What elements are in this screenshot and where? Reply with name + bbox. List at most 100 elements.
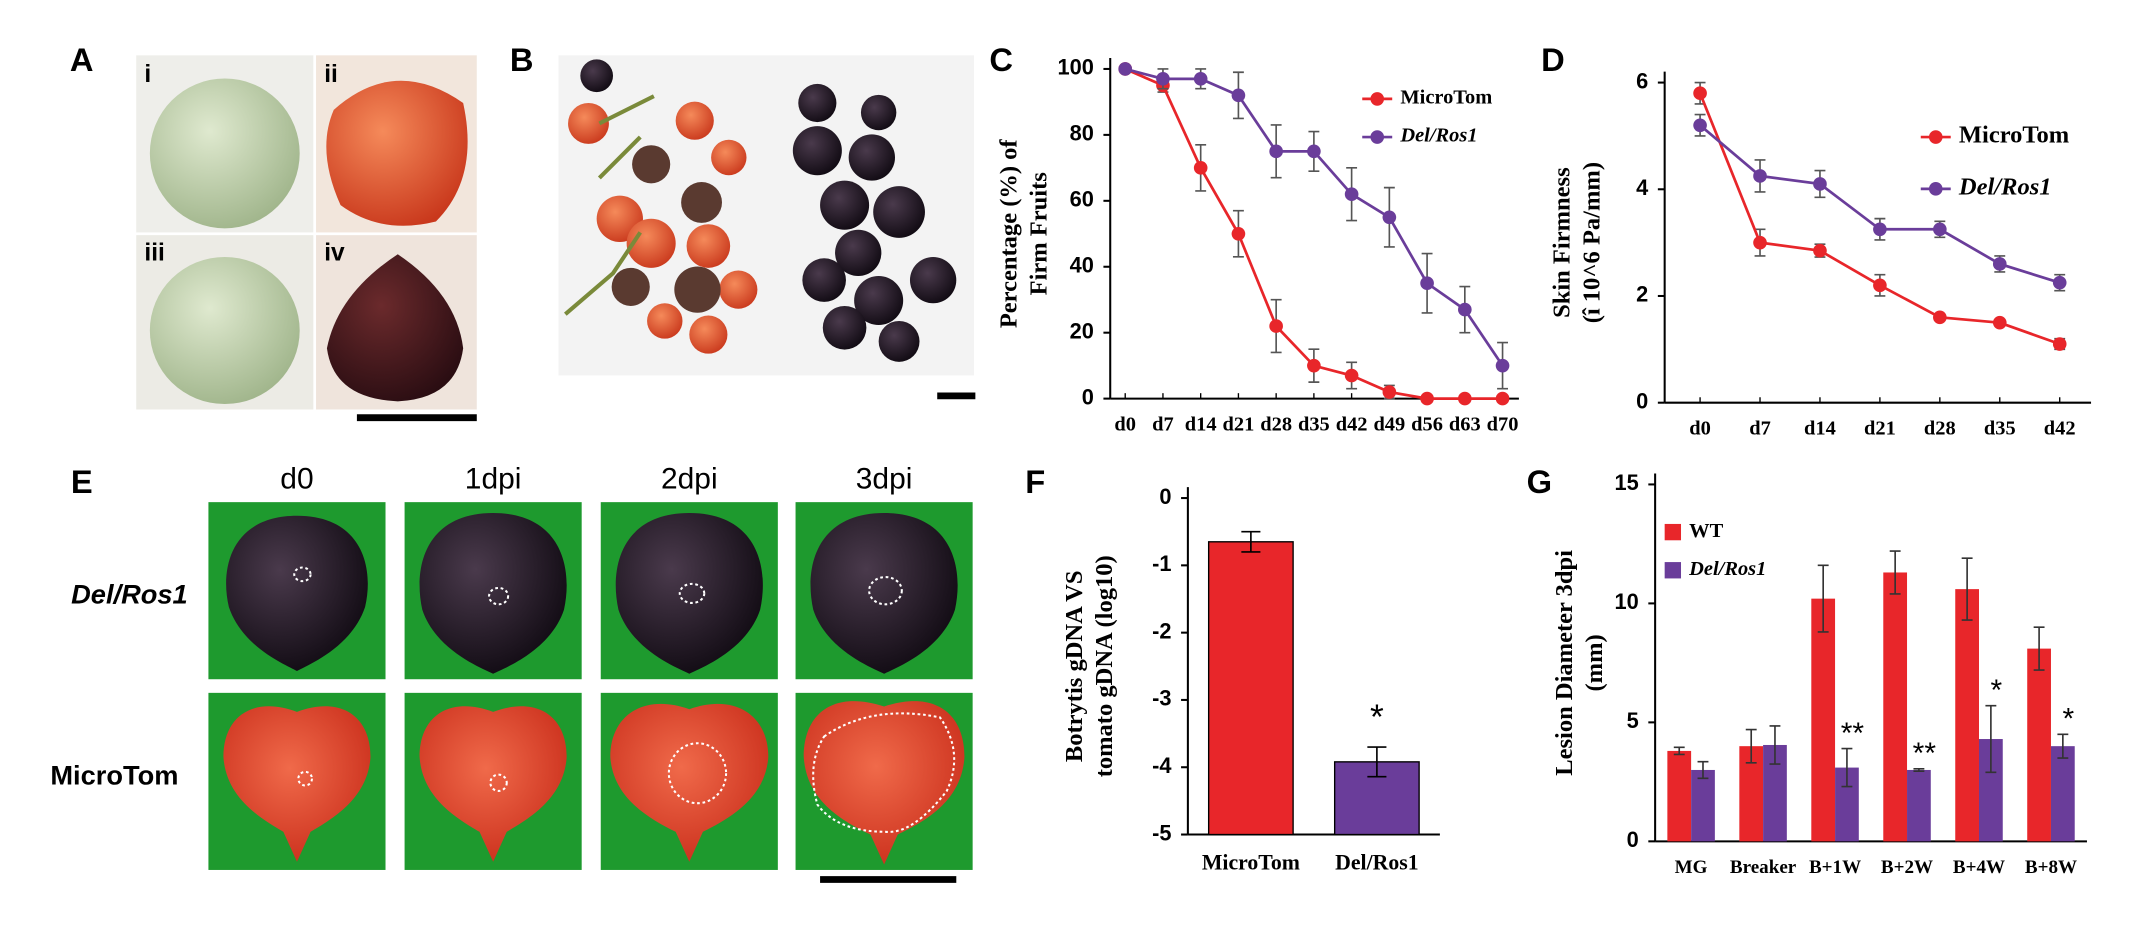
column-label: d0 [280, 462, 313, 495]
legend-marker [1928, 130, 1943, 144]
x-tick-label: MicroTom [1202, 850, 1300, 874]
error-bar [1817, 564, 1829, 633]
bar [1979, 739, 2003, 842]
x-tick-label: d28 [1260, 414, 1292, 436]
point [1382, 385, 1397, 399]
point [1458, 391, 1472, 406]
point [1156, 72, 1170, 86]
legend-label: MicroTom [1400, 87, 1492, 109]
row-label: Del/Ros1 [71, 578, 188, 609]
significance: * [2062, 703, 2074, 736]
series-line [1124, 67, 1504, 367]
x-tick-label: B+2W [1881, 857, 1933, 878]
point [1693, 118, 1707, 133]
y-axis-label: Lesion Diameter 3dpi [1551, 550, 1578, 776]
x-tick-label: d35 [1984, 418, 2016, 440]
panel-label: E [71, 463, 93, 500]
significance: * [1990, 674, 2002, 707]
y-tick-label: -5 [1152, 820, 1171, 845]
x-tick-label: d35 [1298, 414, 1330, 436]
significance: ** [1841, 717, 1865, 750]
legend-marker [1370, 92, 1385, 106]
x-tick-label: d7 [1749, 418, 1771, 440]
point [1231, 226, 1246, 241]
panel-label: A [70, 41, 94, 78]
y-tick-label: 100 [1058, 55, 1094, 80]
legend-label: Del/Ros1 [1958, 173, 2052, 200]
point [1495, 391, 1510, 406]
column-label: 2dpi [661, 462, 718, 495]
error-bar [2057, 733, 2069, 759]
point [1344, 187, 1359, 202]
x-tick-label: d0 [1689, 418, 1711, 440]
y-axis-label: tomato gDNA (log10) [1091, 555, 1118, 777]
bar [1883, 572, 1908, 842]
bar [1835, 767, 1859, 842]
point [1193, 72, 1208, 86]
photo-b [558, 55, 976, 400]
point [1269, 319, 1283, 333]
y-tick-label: 6 [1636, 68, 1648, 93]
x-tick-label: MG [1675, 857, 1708, 878]
y-tick-label: 0 [1636, 388, 1648, 413]
y-tick-label: -2 [1152, 618, 1171, 643]
legend-label: MicroTom [1959, 122, 2069, 149]
bar [2050, 746, 2075, 842]
y-axis-label: Botrytis gDNA VS [1061, 570, 1088, 762]
bar [1667, 750, 1692, 842]
legend-label: WT [1689, 520, 1723, 542]
x-tick-label: Del/Ros1 [1335, 850, 1419, 874]
y-tick-label: 4 [1636, 175, 1648, 200]
photo-sublabel: iv [324, 240, 345, 267]
point [1420, 276, 1434, 291]
point [2052, 275, 2067, 290]
error-bar [1697, 760, 1709, 780]
x-tick-label: B+1W [1809, 857, 1861, 878]
x-tick-label: d7 [1152, 414, 1174, 436]
x-tick-label: Breaker [1730, 857, 1797, 878]
y-tick-label: 0 [1627, 827, 1639, 852]
y-tick-label: 20 [1070, 318, 1094, 343]
x-tick-label: d21 [1223, 414, 1255, 436]
point [1873, 278, 1887, 293]
point [1495, 358, 1510, 373]
point [1992, 315, 2007, 330]
y-tick-label: 0 [1159, 484, 1171, 509]
bar [1739, 746, 1764, 842]
x-tick-label: d14 [1185, 414, 1217, 436]
y-tick-label: 80 [1070, 121, 1094, 146]
point [1873, 222, 1887, 237]
x-tick-label: d28 [1924, 418, 1956, 440]
bar [2027, 648, 2051, 842]
y-axis-label: (mm) [1581, 634, 1608, 691]
legend-label: Del/Ros1 [1399, 125, 1477, 147]
column-label: 1dpi [465, 462, 522, 495]
column-label: 3dpi [856, 462, 913, 495]
x-tick-label: d63 [1449, 414, 1481, 436]
error-bar [1841, 747, 1853, 788]
point [1753, 169, 1767, 183]
x-tick-label: d56 [1411, 414, 1443, 436]
panel-label: B [510, 41, 534, 78]
point [1307, 144, 1321, 159]
error-bar [1241, 530, 1261, 553]
panel-label: C [989, 41, 1013, 78]
point [1813, 177, 1827, 191]
y-tick-label: -4 [1152, 753, 1171, 778]
photo-sublabel: ii [324, 61, 338, 88]
y-tick-label: 5 [1627, 708, 1639, 733]
point [1933, 310, 1947, 325]
error-bar [1367, 746, 1387, 778]
x-tick-label: B+8W [2025, 857, 2077, 878]
point [1458, 302, 1472, 317]
error-bar [1985, 704, 1997, 774]
x-tick-label: d0 [1114, 414, 1136, 436]
x-tick-label: d70 [1487, 414, 1519, 436]
point [1753, 235, 1767, 250]
legend-swatch [1664, 562, 1682, 579]
significance: * [1370, 697, 1384, 737]
y-tick-label: 10 [1615, 589, 1639, 614]
y-tick-label: 15 [1615, 470, 1639, 495]
row-label: MicroTom [50, 760, 178, 791]
